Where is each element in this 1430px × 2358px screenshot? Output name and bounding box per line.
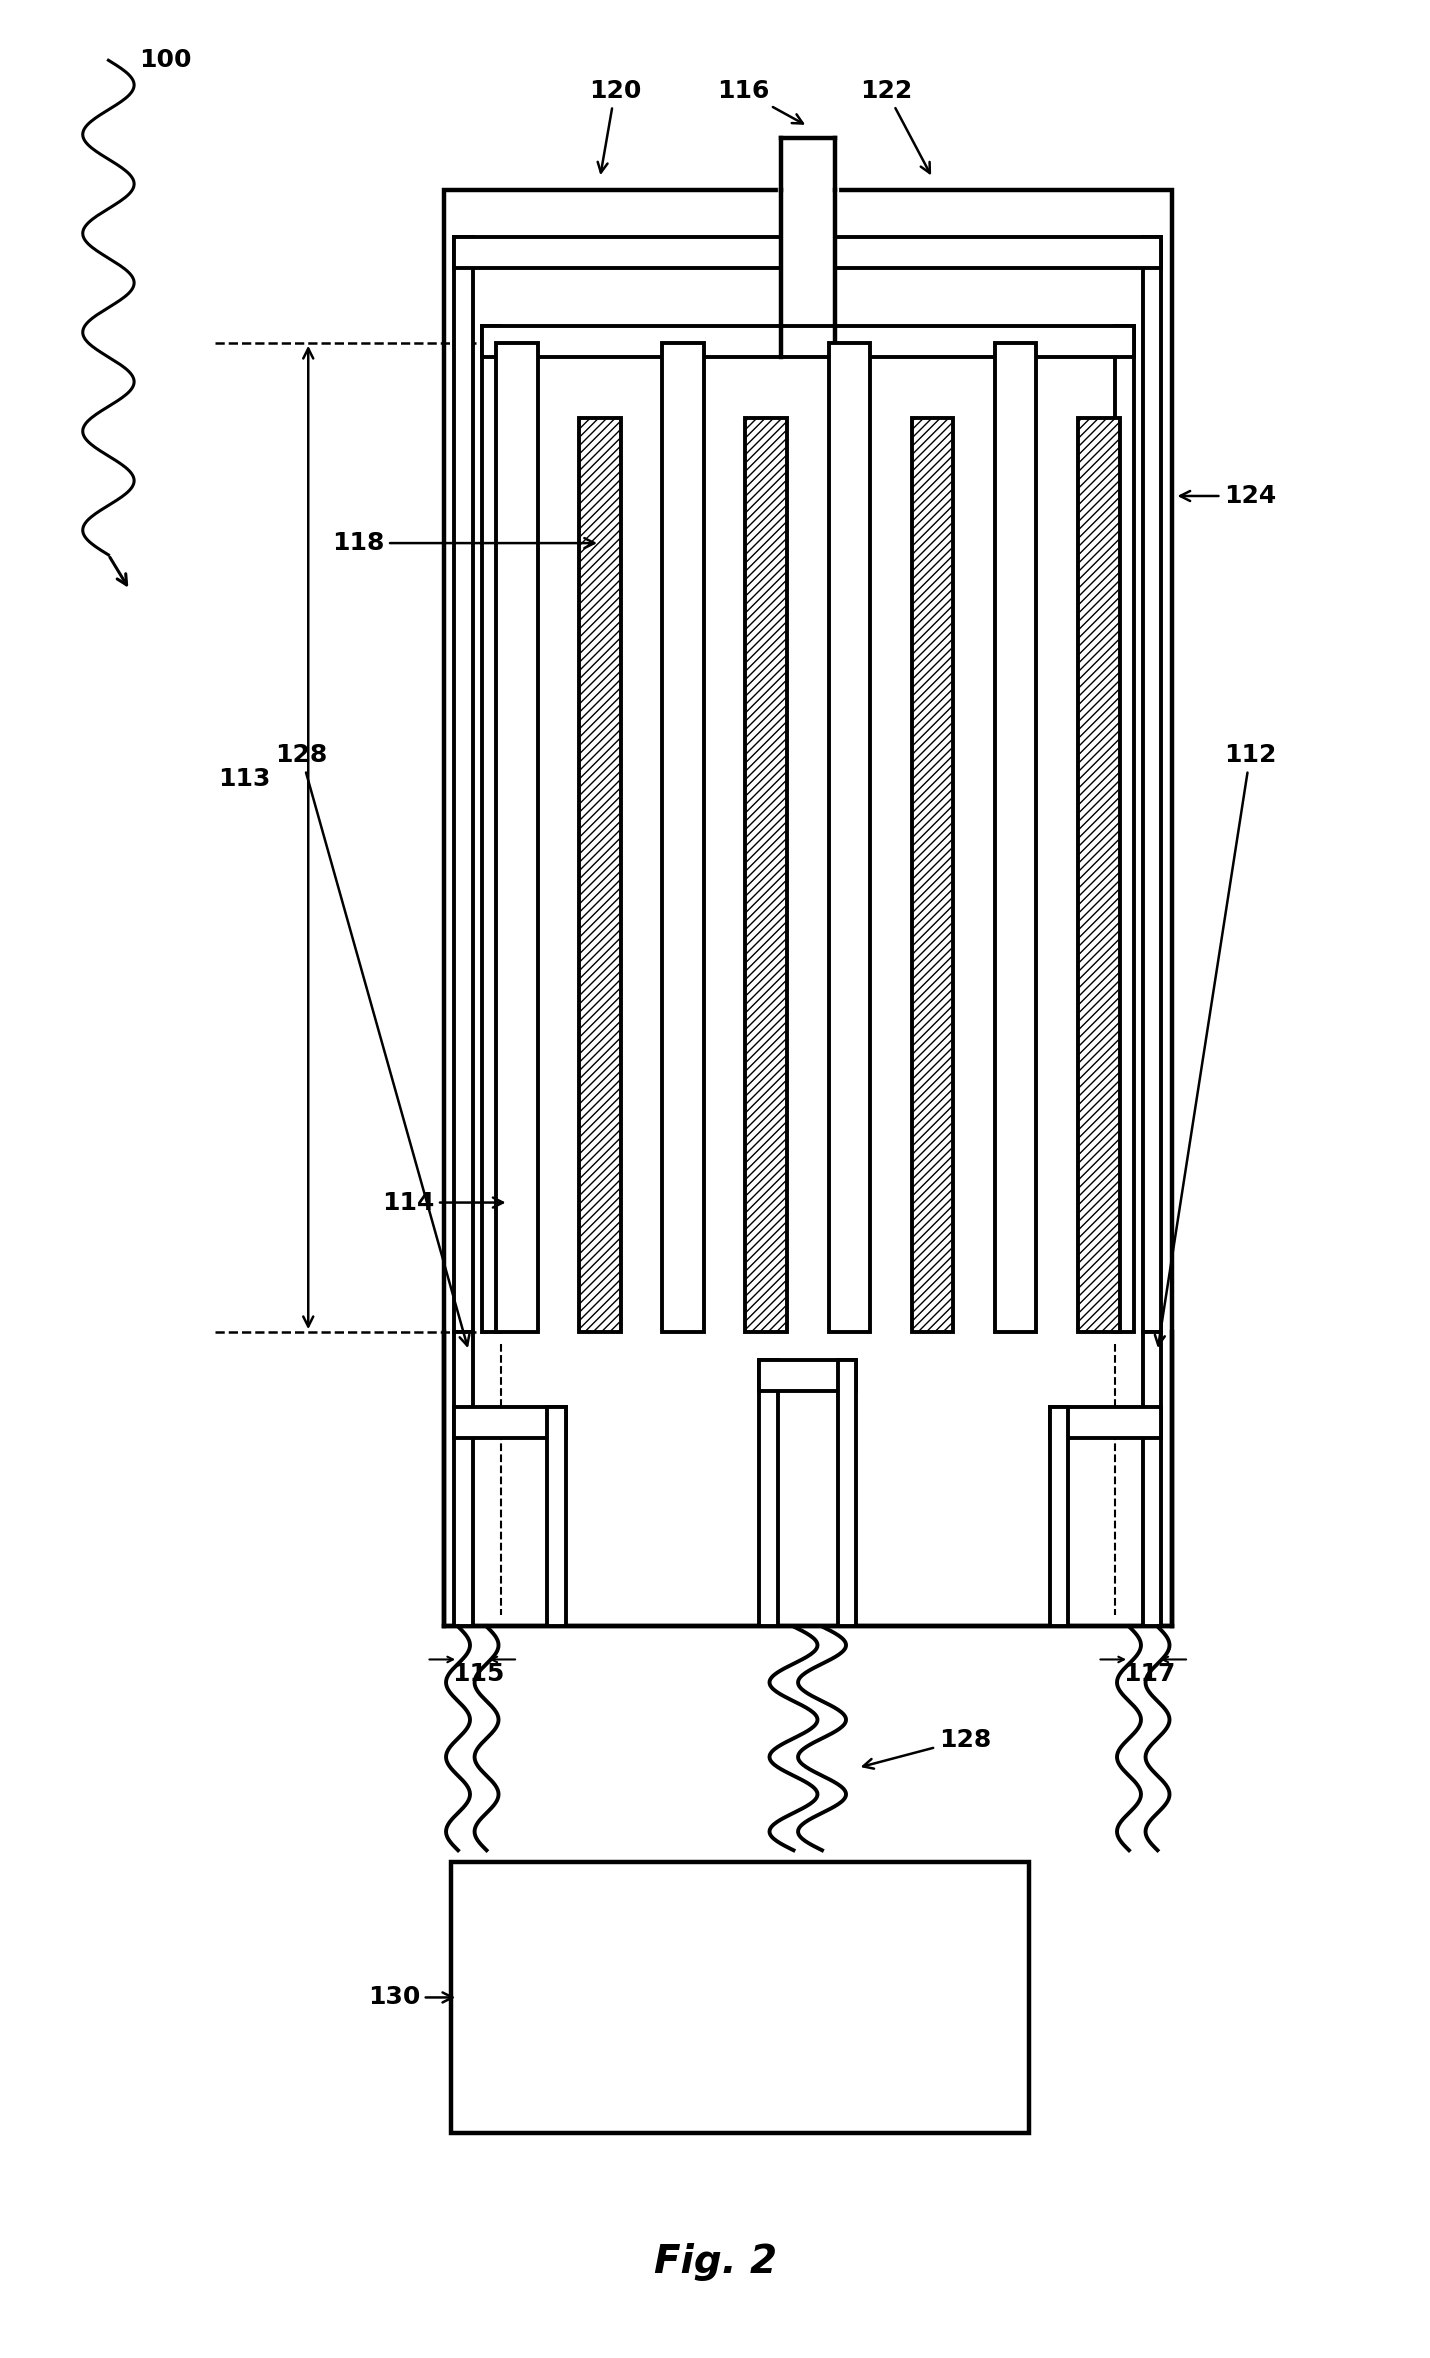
Bar	[452, 1332, 1164, 1615]
Text: 115: 115	[452, 1662, 505, 1686]
Bar	[443, 189, 1171, 1627]
Bar	[482, 325, 500, 1332]
Bar	[995, 342, 1037, 1332]
Text: 100: 100	[139, 47, 192, 73]
Bar	[579, 417, 621, 1332]
Text: 128: 128	[864, 1728, 991, 1768]
Text: 118: 118	[332, 531, 595, 554]
Bar	[1050, 1408, 1161, 1438]
Bar	[759, 1361, 857, 1391]
Bar	[759, 1361, 778, 1627]
Bar	[450, 1863, 1030, 2134]
Text: 112: 112	[1155, 743, 1277, 1346]
Bar	[455, 236, 473, 1332]
Bar	[662, 342, 704, 1332]
Bar	[1143, 236, 1161, 1332]
Bar	[912, 417, 954, 1332]
Bar	[496, 342, 538, 1332]
Bar	[781, 233, 835, 269]
Text: 130: 130	[368, 1985, 452, 2009]
Bar	[1078, 417, 1120, 1332]
Bar	[745, 417, 786, 1332]
Bar	[548, 1408, 566, 1627]
Bar	[828, 342, 869, 1332]
Bar	[1143, 1332, 1161, 1627]
Bar	[482, 325, 1134, 356]
Bar	[1115, 325, 1134, 1332]
Text: 124: 124	[1180, 483, 1277, 507]
Text: 122: 122	[859, 78, 930, 172]
Text: Fig. 2: Fig. 2	[654, 2242, 776, 2283]
Bar	[455, 1332, 473, 1627]
Bar	[455, 1408, 566, 1438]
Bar	[1050, 1408, 1068, 1627]
Text: 113: 113	[217, 766, 270, 790]
Text: 117: 117	[1123, 1662, 1175, 1686]
Text: 120: 120	[589, 78, 641, 172]
Text: 114: 114	[382, 1191, 503, 1214]
Text: 128: 128	[275, 743, 469, 1346]
Bar	[455, 236, 1161, 266]
Bar	[838, 1361, 857, 1627]
Text: 116: 116	[718, 78, 802, 123]
